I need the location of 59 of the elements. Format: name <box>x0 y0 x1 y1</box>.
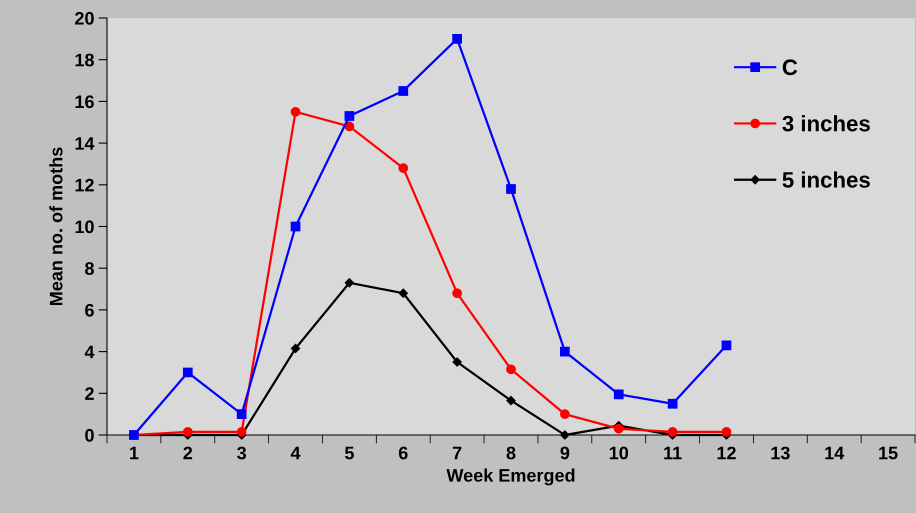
point <box>290 106 300 117</box>
legend-label: 3 inches <box>782 115 870 132</box>
point <box>452 34 462 44</box>
point <box>614 389 624 400</box>
x-axis-title: Week Emerged <box>446 468 574 486</box>
point <box>452 357 462 367</box>
x-tick-label: 9 <box>560 446 570 460</box>
point <box>722 427 732 437</box>
x-tick-label: 10 <box>610 446 628 460</box>
x-tick-label: 12 <box>718 446 736 460</box>
y-tick-label: 16 <box>76 95 94 108</box>
x-tick-label: 7 <box>452 446 462 460</box>
x-tick-label: 13 <box>771 446 790 460</box>
y-tick-label: 14 <box>76 137 94 150</box>
point <box>182 427 193 437</box>
x-tick-label: 4 <box>290 446 300 460</box>
x-tick-label: 14 <box>825 446 844 460</box>
y-tick-label: 0 <box>85 428 94 442</box>
point <box>398 86 408 96</box>
point <box>398 163 408 173</box>
y-tick-label: 8 <box>85 262 94 275</box>
point <box>560 430 570 440</box>
point <box>236 427 247 437</box>
x-tick-label: 5 <box>344 446 354 460</box>
point <box>560 409 570 420</box>
point <box>614 424 624 434</box>
x-tick-label: 3 <box>237 446 246 460</box>
point <box>560 346 570 356</box>
point <box>398 288 408 298</box>
point <box>182 368 193 378</box>
y-tick-label: 12 <box>76 178 94 192</box>
point <box>344 111 354 121</box>
point <box>668 427 678 437</box>
point <box>722 340 732 350</box>
y-tick-label: 10 <box>76 220 94 234</box>
x-tick-label: 11 <box>664 446 682 460</box>
point <box>344 278 354 288</box>
x-tick-label: 2 <box>183 446 192 460</box>
point <box>290 344 300 354</box>
point <box>452 288 462 298</box>
point <box>506 396 516 406</box>
point <box>668 398 678 409</box>
y-tick-label: 20 <box>75 12 94 25</box>
x-tick-label: 6 <box>398 446 408 460</box>
point <box>506 364 516 374</box>
y-tick-label: 6 <box>85 304 94 317</box>
legend-label: 5 inches <box>782 171 870 188</box>
point <box>506 184 516 194</box>
point <box>290 222 300 232</box>
x-tick-label: 1 <box>130 446 138 460</box>
y-tick-label: 18 <box>76 54 94 66</box>
x-tick-label: 8 <box>506 446 516 460</box>
x-tick-label: 15 <box>879 446 898 460</box>
point <box>344 122 354 132</box>
legend-label: C <box>782 59 798 76</box>
y-tick-label: 4 <box>84 346 94 358</box>
y-axis-title: Mean no. of moths <box>49 147 63 306</box>
point <box>236 409 247 420</box>
y-tick-label: 2 <box>85 387 94 400</box>
